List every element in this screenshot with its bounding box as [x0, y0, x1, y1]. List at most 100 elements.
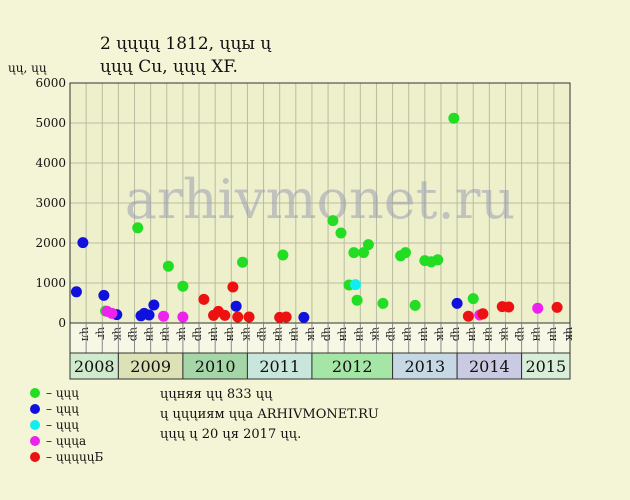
data-point [280, 311, 292, 323]
legend-marker [30, 420, 40, 430]
year-label: 2011 [259, 357, 300, 376]
data-point [219, 309, 231, 321]
legend-marker [30, 388, 40, 398]
year-band [392, 352, 458, 380]
year-label: 2009 [130, 357, 171, 376]
month-tick-label: ųн [531, 327, 544, 341]
month-tick-label: ųн [418, 327, 431, 341]
legend: – ųųų – ųųų – ųųų – ųųųа – ųųųųųБ [30, 385, 103, 465]
data-point [399, 247, 411, 259]
data-point [551, 301, 563, 313]
data-point [348, 247, 360, 259]
year-label: 2012 [332, 357, 373, 376]
legend-item: – ųųų [30, 385, 103, 401]
y-tick-label: 4000 [35, 156, 66, 170]
month-tick-label: ųк [305, 327, 318, 341]
data-point [148, 299, 160, 311]
month-tick-label: ųн [353, 327, 366, 341]
month-tick-label: ųн [466, 327, 479, 341]
month-tick-label: ųр [515, 327, 528, 341]
data-point [70, 286, 82, 298]
legend-label: – ųųųа [46, 434, 87, 448]
month-tick-label: ųр [321, 327, 334, 341]
data-point [532, 302, 544, 314]
year-label: 2013 [404, 357, 445, 376]
year-label: 2008 [74, 357, 115, 376]
month-tick-label: ųк [111, 327, 124, 341]
month-tick-label: ųк [240, 327, 253, 341]
data-point [377, 297, 389, 309]
data-point [237, 256, 249, 268]
chart-title-line1: 2 ųųųų 1812, ųųы ų [100, 34, 272, 54]
note-line-1: ųųняя ųų 833 ųų [160, 387, 273, 402]
month-tick-label: ųн [402, 327, 415, 341]
data-point [177, 311, 189, 323]
month-tick-label: ųр [127, 327, 140, 341]
note-line-3: ųųų ų 20 ųя 2017 ųų. [160, 427, 302, 442]
month-row [69, 322, 571, 354]
data-point [362, 239, 374, 251]
data-point [132, 222, 144, 234]
year-label: 2010 [195, 357, 236, 376]
y-tick-label: 2000 [35, 236, 66, 250]
data-point [477, 308, 489, 320]
year-band [311, 352, 394, 380]
data-point [232, 311, 244, 323]
month-tick-label: ųн [337, 327, 350, 341]
data-point [106, 307, 118, 319]
legend-label: – ųųų [46, 418, 79, 432]
y-tick-label: 6000 [35, 76, 66, 90]
month-tick-label: ųн [160, 327, 173, 341]
data-point [503, 301, 515, 313]
legend-item: – ųųų [30, 401, 103, 417]
data-point [335, 227, 347, 239]
y-tick-label: 3000 [35, 196, 66, 210]
month-tick-label: ųн [289, 327, 302, 341]
month-tick-label: ųн [482, 327, 495, 341]
watermark-text: arhivmonet.ru [125, 168, 515, 231]
data-point [162, 260, 174, 272]
chart-title-line2: ųųų Cu, ųųų XF. [100, 57, 238, 77]
chart-notes: ųųняя ųų 833 ųų ų ųųųиям ųųа ARHIVMONET.… [160, 385, 379, 445]
data-point [351, 294, 363, 306]
month-tick-label: ųк [563, 327, 576, 341]
legend-label: – ųųų [46, 386, 79, 400]
year-label: 2014 [469, 357, 510, 376]
data-point [432, 254, 444, 266]
month-tick-label: ųл [79, 327, 92, 341]
data-point [467, 293, 479, 305]
year-band [182, 352, 248, 380]
y-axis-label: ųų, ųų [8, 61, 47, 75]
month-tick-label: ųн [547, 327, 560, 341]
legend-label: – ųųų [46, 402, 79, 416]
data-point [98, 289, 110, 301]
data-point [327, 215, 339, 227]
data-point [230, 300, 242, 312]
note-line-2: ų ųųųиям ųųа ARHIVMONET.RU [160, 407, 379, 422]
data-point [448, 112, 460, 124]
y-tick-label: 0 [58, 316, 66, 330]
data-point [198, 293, 210, 305]
data-point [358, 247, 370, 259]
legend-marker [30, 404, 40, 414]
month-tick-label: ųн [144, 327, 157, 341]
data-point [277, 249, 289, 261]
data-point [177, 280, 189, 292]
year-label: 2015 [525, 357, 566, 376]
data-point [77, 237, 89, 249]
legend-item: – ųųųųųБ [30, 449, 103, 465]
data-point [298, 311, 310, 323]
data-point [158, 310, 170, 322]
month-tick-label: ųр [386, 327, 399, 341]
month-tick-label: ųг [95, 327, 108, 340]
data-point [462, 310, 474, 322]
y-tick-label: 5000 [35, 116, 66, 130]
month-tick-label: ųк [369, 327, 382, 341]
data-point [243, 311, 255, 323]
year-band [521, 352, 571, 380]
data-point [409, 299, 421, 311]
legend-item: – ųųųа [30, 433, 103, 449]
legend-marker [30, 452, 40, 462]
month-tick-label: ųн [208, 327, 221, 341]
